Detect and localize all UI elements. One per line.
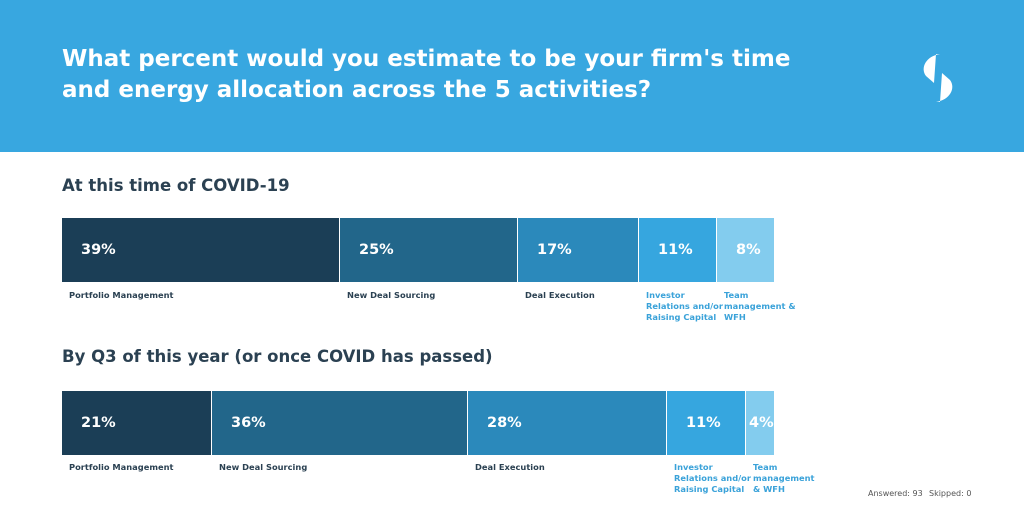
category-label-line: Portfolio Management xyxy=(69,462,174,472)
brand-logo-icon xyxy=(923,54,953,102)
bar-value-label: 36% xyxy=(231,415,266,431)
category-label-line: New Deal Sourcing xyxy=(347,290,436,300)
category-label-line: Relations and/or xyxy=(674,473,751,483)
category-label: Portfolio Management xyxy=(69,462,174,473)
category-label: Investor Relations and/or Raising Capital xyxy=(674,462,751,495)
category-label-line: & WFH xyxy=(753,484,785,494)
category-label-line: management & xyxy=(724,301,796,311)
bar-value-label: 11% xyxy=(658,242,693,258)
category-label: Deal Execution xyxy=(475,462,545,473)
bar-segment-4: 11% xyxy=(667,391,746,455)
category-label-line: management xyxy=(753,473,815,483)
answered-count: Answered: 93 xyxy=(868,489,923,498)
category-label: Team management & WFH xyxy=(724,290,796,323)
category-label-line: Raising Capital xyxy=(674,484,745,494)
bar-value-label: 17% xyxy=(537,242,572,258)
category-label-line: WFH xyxy=(724,312,746,322)
title-line-2: and energy allocation across the 5 activ… xyxy=(62,77,652,103)
bar-segment-2: 36% xyxy=(212,391,468,455)
category-label: New Deal Sourcing xyxy=(219,462,307,473)
bar-segment-5: 8% xyxy=(717,218,774,282)
bar-segment-1: 21% xyxy=(62,391,212,455)
bar-value-label: 4% xyxy=(749,415,774,431)
skipped-count: Skipped: 0 xyxy=(929,489,972,498)
bar-segment-2: 25% xyxy=(340,218,518,282)
bar-segment-4: 11% xyxy=(639,218,717,282)
chart-1-title: At this time of COVID-19 xyxy=(62,176,290,195)
category-label: Investor Relations and/or Raising Capital xyxy=(646,290,723,323)
category-label-line: Investor xyxy=(674,462,713,472)
category-label-line: Raising Capital xyxy=(646,312,717,322)
category-label-line: Team xyxy=(753,462,778,472)
bar-segment-3: 17% xyxy=(518,218,639,282)
category-label-line: Deal Execution xyxy=(525,290,595,300)
bar-value-label: 39% xyxy=(81,242,116,258)
chart-1-bar: 39% 25% 17% 11% 8% xyxy=(62,218,774,282)
bar-segment-3: 28% xyxy=(468,391,667,455)
category-label-line: Team xyxy=(724,290,749,300)
page-title: What percent would you estimate to be yo… xyxy=(62,44,822,106)
bar-value-label: 28% xyxy=(487,415,522,431)
chart-2-bar: 21% 36% 28% 11% 4% xyxy=(62,391,774,455)
bar-segment-5: 4% xyxy=(746,391,774,455)
category-label-line: Relations and/or xyxy=(646,301,723,311)
bar-value-label: 11% xyxy=(686,415,721,431)
category-label-line: Portfolio Management xyxy=(69,290,174,300)
bar-value-label: 25% xyxy=(359,242,394,258)
category-label: Team management & WFH xyxy=(753,462,814,495)
chart-2-title: By Q3 of this year (or once COVID has pa… xyxy=(62,347,493,366)
bar-value-label: 21% xyxy=(81,415,116,431)
bar-segment-1: 39% xyxy=(62,218,340,282)
category-label: New Deal Sourcing xyxy=(347,290,435,301)
title-line-1: What percent would you estimate to be yo… xyxy=(62,46,791,72)
category-label-line: Investor xyxy=(646,290,685,300)
category-label-line: New Deal Sourcing xyxy=(219,462,308,472)
category-label: Portfolio Management xyxy=(69,290,174,301)
bar-value-label: 8% xyxy=(736,242,761,258)
category-label: Deal Execution xyxy=(525,290,595,301)
category-label-line: Deal Execution xyxy=(475,462,545,472)
header-banner: What percent would you estimate to be yo… xyxy=(0,0,1024,152)
